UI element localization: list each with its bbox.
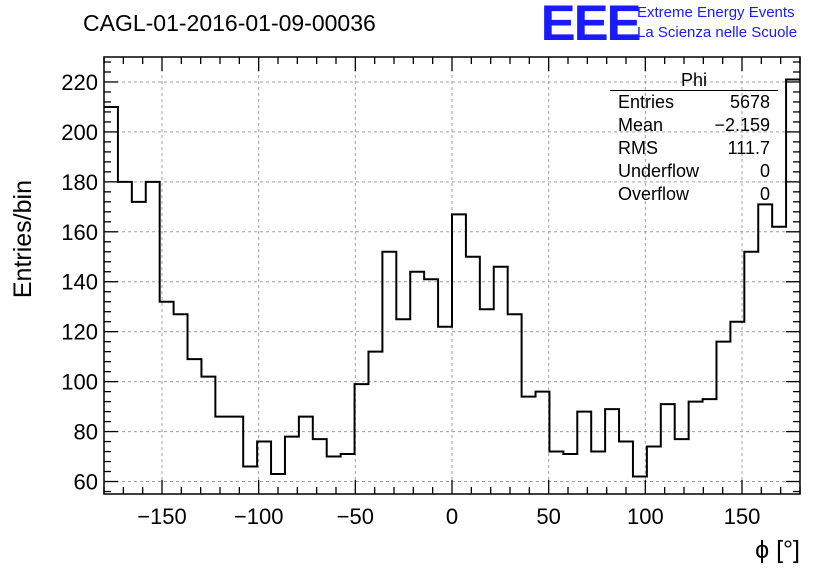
x-tick-label: −50 <box>337 504 374 529</box>
chart-title: CAGL-01-2016-01-09-00036 <box>83 10 376 36</box>
stats-value: 0 <box>759 161 770 181</box>
y-tick-label: 100 <box>61 370 98 395</box>
stats-label: Underflow <box>618 161 700 181</box>
histogram-line <box>104 78 800 478</box>
x-tick-label: 150 <box>724 504 761 529</box>
histogram-steps <box>104 78 800 478</box>
axis-ticks <box>103 57 801 494</box>
tick-labels: −150 −100 −50 0 50 100 150 60 80 100 120 140 160 180 2… <box>61 70 760 529</box>
y-tick-label: 200 <box>61 120 98 145</box>
stats-title: Phi <box>610 70 778 91</box>
stats-row: RMS 111.7 <box>610 137 778 160</box>
y-tick-label: 120 <box>61 320 98 345</box>
y-tick-label: 220 <box>61 70 98 95</box>
stats-row: Entries 5678 <box>610 91 778 114</box>
stats-row: Mean −2.159 <box>610 114 778 137</box>
stats-value: 111.7 <box>727 138 770 158</box>
logo-line-1: Extreme Energy Events <box>637 4 795 21</box>
x-tick-label: 100 <box>627 504 664 529</box>
stats-value: 0 <box>759 184 770 204</box>
stats-label: Overflow <box>618 184 690 204</box>
y-tick-label: 160 <box>61 220 98 245</box>
eee-logo: EEE <box>540 0 642 51</box>
stats-row: Underflow 0 <box>610 160 778 183</box>
x-tick-label: −150 <box>137 504 187 529</box>
x-tick-label: 0 <box>446 504 458 529</box>
y-tick-label: 60 <box>74 470 98 495</box>
y-tick-label: 80 <box>74 420 98 445</box>
y-axis-label: Entries/bin <box>9 180 37 298</box>
stats-label: RMS <box>618 138 658 158</box>
stats-label: Mean <box>618 115 664 135</box>
stats-label: Entries <box>618 92 675 112</box>
stats-value: 5678 <box>729 92 770 112</box>
y-tick-label: 140 <box>61 270 98 295</box>
logo-line-2: La Scienza nelle Scuole <box>637 24 798 41</box>
y-tick-label: 180 <box>61 170 98 195</box>
x-tick-label: 50 <box>536 504 560 529</box>
x-axis-label: ϕ [°] <box>755 536 800 564</box>
stats-box: Phi Entries 5678 Mean −2.159 RMS 111.7 Unde… <box>610 70 778 206</box>
stats-row: Overflow 0 <box>610 183 778 206</box>
stats-value: −2.159 <box>714 115 770 135</box>
x-tick-label: −100 <box>234 504 284 529</box>
